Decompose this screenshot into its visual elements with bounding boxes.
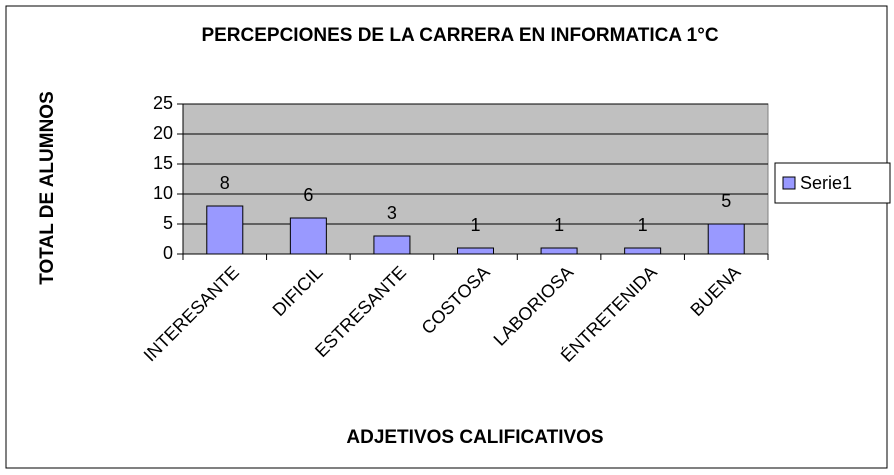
data-label: 1 [638,215,648,235]
legend-label: Serie1 [800,173,852,193]
bar [289,217,327,255]
bar [624,247,662,255]
chart-title: PERCEPCIONES DE LA CARRERA EN INFORMATIC… [201,25,718,46]
y-tick-label: 0 [163,243,173,263]
data-label: 3 [387,203,397,223]
bar [707,223,745,255]
y-tick-label: 25 [153,93,173,113]
bar [373,235,411,255]
y-tick-label: 20 [153,123,173,143]
data-label: 1 [470,215,480,235]
y-tick-label: 10 [153,183,173,203]
data-label: 1 [554,215,564,235]
data-label: 6 [303,185,313,205]
x-axis-label: ADJETIVOS CALIFICATIVOS [346,427,603,448]
data-label: 5 [721,191,731,211]
y-tick-label: 5 [163,213,173,233]
data-label: 8 [220,173,230,193]
plot-area [182,103,769,255]
bar [540,247,578,255]
y-axis-label: TOTAL DE ALUMNOS [37,91,58,285]
legend-swatch [782,176,796,190]
y-tick-label: 15 [153,153,173,173]
bar [457,247,494,255]
bar [206,205,244,255]
